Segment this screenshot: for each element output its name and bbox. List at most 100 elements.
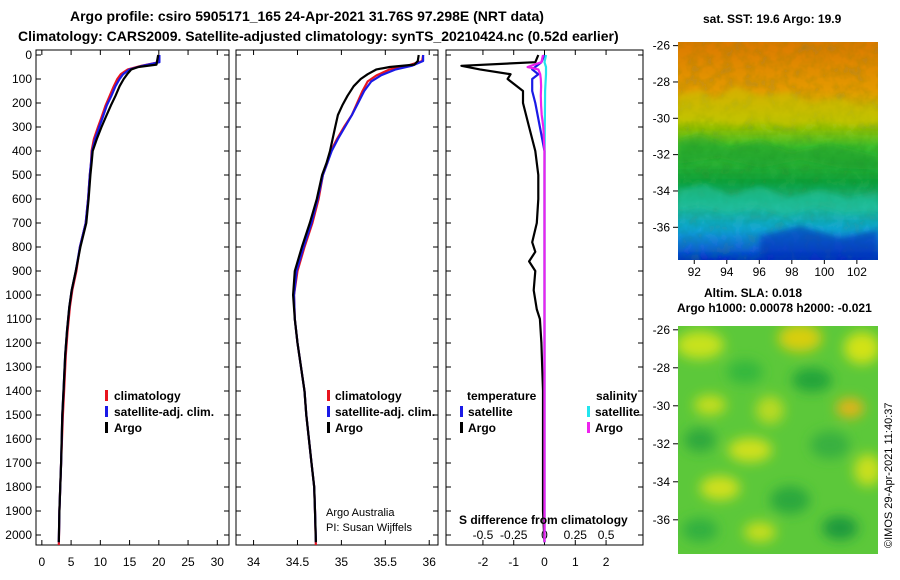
legend-label-satellite: satellite-adj. clim. [335,405,435,419]
sla-field [678,326,878,554]
series-line-salinity-argo [526,54,546,543]
sst-longitude-axis: 92 94 96 98 100 102 [688,260,867,279]
salinity-tick-label: 0.25 [564,528,588,542]
x-tick-label: 34 [247,555,261,569]
difference-panel: -2 -1 0 1 2 -0.5 -0.25 0 0.25 0.5 temperature sa… [445,49,644,569]
difference-depth-ticks [446,54,643,536]
lat-tick-label: -32 [653,148,671,162]
x-tick-label: 35 [335,555,349,569]
legend-swatch-sal-satellite [587,406,590,417]
x-tick-label: -2 [478,555,489,569]
depth-tick-label: 200 [12,96,32,110]
legend-label-temp-satellite: satellite [468,405,513,419]
lon-tick-label: 94 [720,265,734,279]
x-tick-label: 20 [152,555,166,569]
x-tick-label: -1 [508,555,519,569]
series-line-satellite-adj-clim- [57,55,161,543]
salinity-axes-frame [235,49,439,546]
depth-tick-label: 900 [12,264,32,278]
legend-title-temperature: temperature [467,389,537,403]
depth-tick-label: 1100 [6,312,32,326]
legend-swatch-argo [327,422,330,433]
lat-tick-label: -26 [653,39,671,53]
difference-series [460,54,548,543]
depth-tick-label: 1900 [5,504,32,518]
x-tick-label: 5 [68,555,75,569]
credit-pi: PI: Susan Wijffels [326,522,412,534]
depth-tick-label: 1300 [5,360,32,374]
temperature-panel: 0100200300400500600700800900100011001200… [5,48,230,569]
salinity-series [292,54,425,545]
difference-x-axis: -2 -1 0 1 2 [478,50,610,569]
lat-tick-label: -26 [653,323,671,337]
series-line-climatology [57,54,161,545]
depth-axis: 0 100 200 300 400 500 600 700 800 900 1000 1100 1200… [5,48,229,542]
x-tick-label: 36 [423,555,437,569]
imos-stamp: ©IMOS 29-Apr-2021 11:40:37 [883,403,895,548]
legend-label-sal-satellite: satellite [595,405,640,419]
difference-legend: temperature satellite Argo salinity sate… [460,389,640,435]
salinity-tick-label: -0.5 [473,528,494,542]
legend-swatch-argo [105,422,108,433]
lon-tick-label: 100 [814,265,834,279]
lon-tick-label: 98 [785,265,799,279]
depth-tick-label: 1200 [5,336,32,350]
sla-map-subtitle: Argo h1000: 0.00078 h2000: -0.021 [677,301,872,315]
depth-tick-label: 400 [12,144,32,158]
legend-swatch-temp-satellite [460,406,463,417]
sst-map: sat. SST: 19.6 Argo: 19.9 -26 -28 -30 -32 -3… [653,12,878,279]
lon-tick-label: 96 [753,265,767,279]
x-tick-label: 1 [572,555,579,569]
temperature-legend: climatology satellite-adj. clim. Argo [105,389,214,435]
legend-label-climatology: climatology [114,389,181,403]
depth-tick-label: 700 [12,216,32,230]
legend-label-sal-argo: Argo [595,421,623,435]
sst-map-title: sat. SST: 19.6 Argo: 19.9 [703,12,842,26]
lat-tick-label: -28 [653,75,671,89]
x-tick-label: 2 [603,555,610,569]
lon-tick-label: 102 [847,265,867,279]
legend-label-temp-argo: Argo [468,421,496,435]
difference-xlabel: S difference from climatology [459,513,628,527]
depth-tick-label: 1500 [5,408,32,422]
legend-label-satellite: satellite-adj. clim. [114,405,214,419]
series-line-satellite-adj-clim- [292,55,425,543]
depth-tick-label: 1000 [5,288,32,302]
sst-latitude-axis: -26 -28 -30 -32 -34 -36 [653,39,678,234]
lat-tick-label: -34 [653,184,671,198]
lat-tick-label: -36 [653,220,671,234]
depth-tick-label: 300 [12,120,32,134]
depth-tick-label: 1600 [5,432,32,446]
lat-tick-label: -28 [653,361,671,375]
salinity-x-axis: 34 34.5 35 35.5 36 [247,50,436,569]
legend-swatch-satellite [327,406,330,417]
figure-title: Argo profile: csiro 5905171_165 24-Apr-2… [70,8,544,24]
salinity-difference-ticks: -0.5 -0.25 0 0.25 0.5 [473,528,615,542]
salinity-tick-label: -0.25 [500,528,528,542]
depth-tick-label: 1800 [5,480,32,494]
x-tick-label: 25 [181,555,195,569]
x-tick-label: 0 [541,555,548,569]
lat-tick-label: -32 [653,437,671,451]
legend-label-climatology: climatology [335,389,402,403]
legend-swatch-temp-argo [460,422,463,433]
depth-tick-label: 600 [12,192,32,206]
series-line-argo [292,54,420,543]
imos-timestamp: ©IMOS 29-Apr-2021 11:40:37 [883,403,895,548]
temperature-x-axis: 0 5 10 15 20 25 30 [39,50,224,569]
legend-label-argo: Argo [114,421,142,435]
legend-swatch-satellite [105,406,108,417]
x-tick-label: 0 [39,555,46,569]
lat-tick-label: -36 [653,513,671,527]
depth-tick-label: 0 [25,48,32,62]
sla-map-title: Altim. SLA: 0.018 [704,286,802,300]
depth-tick-label: 1400 [5,384,32,398]
legend-swatch-climatology [327,390,330,401]
sla-latitude-axis: -26 -28 -30 -32 -34 -36 [653,323,678,527]
salinity-depth-ticks [236,54,438,536]
legend-swatch-sal-argo [587,422,590,433]
legend-title-salinity: salinity [596,389,638,403]
lat-tick-label: -34 [653,475,671,489]
figure-subtitle: Climatology: CARS2009. Satellite-adjuste… [18,28,619,44]
series-line-argo [57,54,160,543]
